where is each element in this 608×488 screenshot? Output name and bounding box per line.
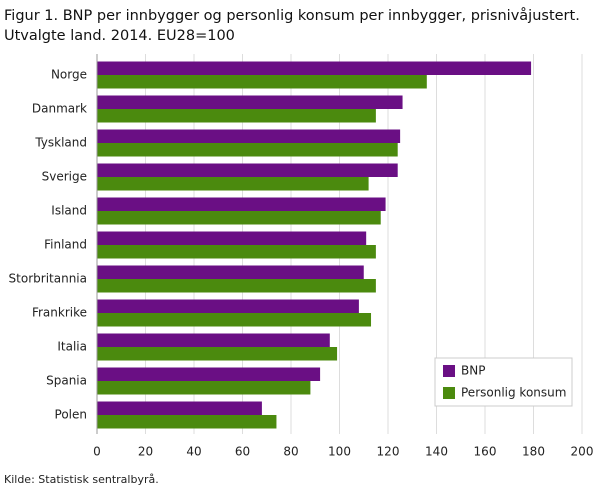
bar xyxy=(97,401,262,415)
bar xyxy=(97,231,367,245)
bar xyxy=(97,313,372,327)
bar xyxy=(97,75,427,89)
x-tick-label: 0 xyxy=(93,445,101,459)
bar xyxy=(97,197,386,211)
x-tick-label: 80 xyxy=(283,445,298,459)
legend-box xyxy=(434,357,573,407)
x-tick-label: 60 xyxy=(235,445,250,459)
y-tick-label: Tyskland xyxy=(34,136,87,150)
bar xyxy=(97,109,376,123)
y-tick-label: Finland xyxy=(44,238,87,252)
y-tick-label: Italia xyxy=(57,340,87,354)
bar xyxy=(97,265,364,279)
bar xyxy=(97,95,403,109)
bar xyxy=(97,177,369,191)
y-tick-label: Frankrike xyxy=(32,306,87,320)
y-tick-label: Danmark xyxy=(32,102,87,116)
y-tick-label: Sverige xyxy=(42,170,87,184)
legend-label: Personlig konsum xyxy=(461,386,566,400)
y-tick-label: Storbritannia xyxy=(9,272,87,286)
x-tick-label: 40 xyxy=(186,445,201,459)
source: Kilde: Statistisk sentralbyrå. xyxy=(4,473,159,486)
bar xyxy=(97,143,398,157)
bar xyxy=(97,163,398,177)
x-tick-label: 100 xyxy=(328,445,351,459)
bar xyxy=(97,381,311,395)
y-tick-label: Island xyxy=(51,204,87,218)
x-tick-label: 20 xyxy=(138,445,153,459)
x-tick-label: 120 xyxy=(377,445,400,459)
y-tick-label: Polen xyxy=(55,408,87,422)
legend-swatch xyxy=(443,387,455,399)
bar xyxy=(97,129,401,143)
y-tick-label: Spania xyxy=(46,374,87,388)
chart-title: Figur 1. BNP per innbygger og personlig … xyxy=(4,7,580,24)
x-tick-label: 160 xyxy=(474,445,497,459)
bar xyxy=(97,61,532,75)
x-tick-label: 140 xyxy=(425,445,448,459)
bar xyxy=(97,333,330,347)
legend-swatch xyxy=(443,365,455,377)
legend-label: BNP xyxy=(461,364,485,378)
bar xyxy=(97,211,381,225)
bar xyxy=(97,367,321,381)
chart-title: Utvalgte land. 2014. EU28=100 xyxy=(4,28,235,44)
bar xyxy=(97,415,277,429)
bar xyxy=(97,245,376,259)
bar xyxy=(97,279,376,293)
bar xyxy=(97,347,338,361)
x-tick-label: 180 xyxy=(522,445,545,459)
y-tick-label: Norge xyxy=(51,68,87,82)
bar xyxy=(97,299,359,313)
x-tick-label: 200 xyxy=(571,445,594,459)
